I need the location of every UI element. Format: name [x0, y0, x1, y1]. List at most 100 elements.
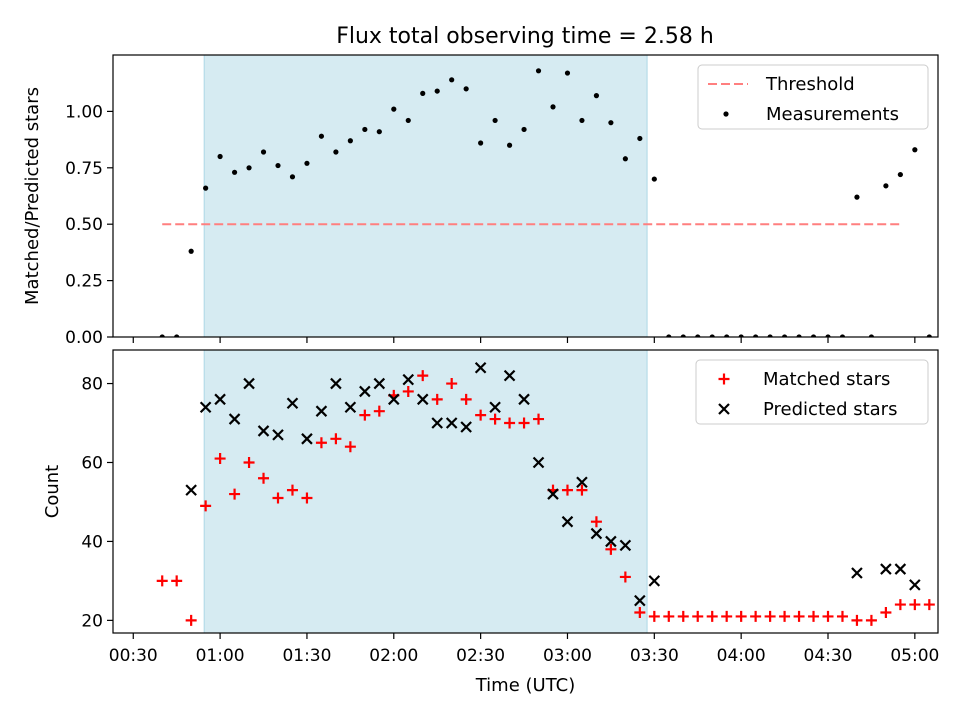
data-point	[738, 334, 744, 337]
data-point-plus	[286, 484, 298, 496]
data-point	[333, 149, 339, 155]
data-point-x	[185, 484, 197, 496]
y-tick-label: 40	[81, 532, 103, 552]
data-point-plus	[446, 378, 458, 390]
data-point-x	[315, 405, 328, 417]
data-point	[420, 90, 426, 96]
data-point	[405, 117, 411, 124]
data-point-plus	[272, 492, 284, 504]
data-point-plus	[750, 610, 762, 622]
x-tick-label: 05:00	[890, 646, 939, 666]
data-point-plus	[880, 606, 892, 618]
data-point	[492, 117, 498, 124]
data-point-x	[228, 413, 241, 425]
data-point-x	[880, 563, 892, 575]
data-point	[376, 129, 382, 135]
data-point	[391, 106, 397, 112]
data-point	[854, 194, 860, 200]
axes-frame	[112, 54, 939, 338]
data-point	[174, 334, 180, 337]
data-point	[926, 334, 932, 337]
data-point	[868, 334, 875, 337]
x-tick-label: 02:00	[369, 646, 418, 666]
data-point	[724, 334, 730, 337]
data-point-x	[503, 369, 516, 382]
x-tick-label: 04:30	[804, 646, 853, 666]
data-point-plus	[721, 610, 733, 622]
y-tick-label: 1.00	[65, 102, 103, 122]
data-point-plus	[344, 441, 356, 453]
data-point-x	[605, 535, 617, 548]
data-point-x	[301, 433, 313, 445]
data-point-plus	[373, 405, 385, 417]
x-tick-label: 02:30	[456, 646, 505, 666]
y-axis-label: Matched/Predicted stars	[22, 87, 43, 305]
data-point-plus	[533, 413, 545, 425]
data-point-x	[416, 393, 429, 406]
data-point-plus	[605, 543, 617, 555]
data-point-plus	[909, 599, 921, 611]
data-point-x	[474, 361, 487, 374]
data-point	[666, 334, 672, 337]
legend-box	[697, 64, 929, 130]
data-point	[521, 126, 527, 133]
data-point	[362, 126, 368, 133]
data-point	[622, 156, 628, 162]
data-point	[695, 334, 701, 337]
data-point-plus	[764, 610, 776, 622]
data-point-plus	[779, 610, 791, 622]
data-point-plus	[692, 610, 704, 622]
data-point-x	[286, 397, 299, 410]
data-point-x	[214, 393, 226, 406]
y-tick-label: 0.25	[65, 272, 103, 292]
data-point	[810, 334, 817, 337]
data-point-plus	[851, 614, 863, 626]
data-point-x	[373, 377, 386, 390]
data-point-plus	[735, 610, 747, 622]
y-tick-label: 0.75	[65, 159, 103, 179]
series-matched-stars	[156, 370, 935, 626]
data-point-x	[388, 393, 400, 406]
data-point-x	[619, 539, 632, 552]
data-point-plus	[214, 453, 226, 465]
data-point-plus	[894, 599, 906, 611]
data-point-x	[330, 377, 342, 390]
legend: Threshold Measurements	[697, 64, 929, 130]
data-point	[753, 334, 759, 337]
legend-label: Predicted stars	[763, 399, 897, 420]
data-point-x	[648, 575, 661, 587]
data-point-plus	[634, 606, 646, 618]
data-point	[289, 174, 296, 180]
data-point-x	[359, 385, 371, 398]
data-point	[651, 176, 657, 182]
data-point-plus	[489, 413, 501, 425]
bottom-panel-star-counts: 20 40 60 80 00:30 01:00 01:30 02:00 02:30 03:00 03…	[42, 349, 939, 696]
data-point-plus	[590, 516, 602, 528]
data-point	[781, 334, 788, 337]
data-point-x	[634, 594, 646, 607]
legend-matched-swatch	[718, 373, 730, 385]
data-point-plus	[460, 393, 472, 405]
axes-frame	[112, 349, 939, 634]
x-tick-label: 00:30	[109, 646, 158, 666]
data-point-x	[894, 563, 907, 575]
data-point	[260, 149, 267, 155]
data-point-plus	[518, 417, 530, 429]
plot-area	[156, 361, 935, 626]
data-point	[564, 70, 571, 76]
y-tick-label: 0.00	[65, 328, 103, 348]
data-point-x	[272, 429, 284, 441]
data-point-plus	[793, 610, 805, 622]
data-point-plus	[475, 409, 487, 421]
data-point	[463, 86, 469, 92]
data-point-x	[199, 401, 212, 414]
y-tick-label: 80	[81, 375, 103, 395]
legend-label: Threshold	[765, 74, 855, 95]
data-point-plus	[315, 437, 327, 449]
data-point-plus	[301, 492, 313, 504]
data-point-x	[532, 456, 545, 469]
legend-predicted-swatch	[718, 403, 730, 415]
data-point	[275, 162, 281, 169]
data-point-x	[445, 417, 458, 429]
